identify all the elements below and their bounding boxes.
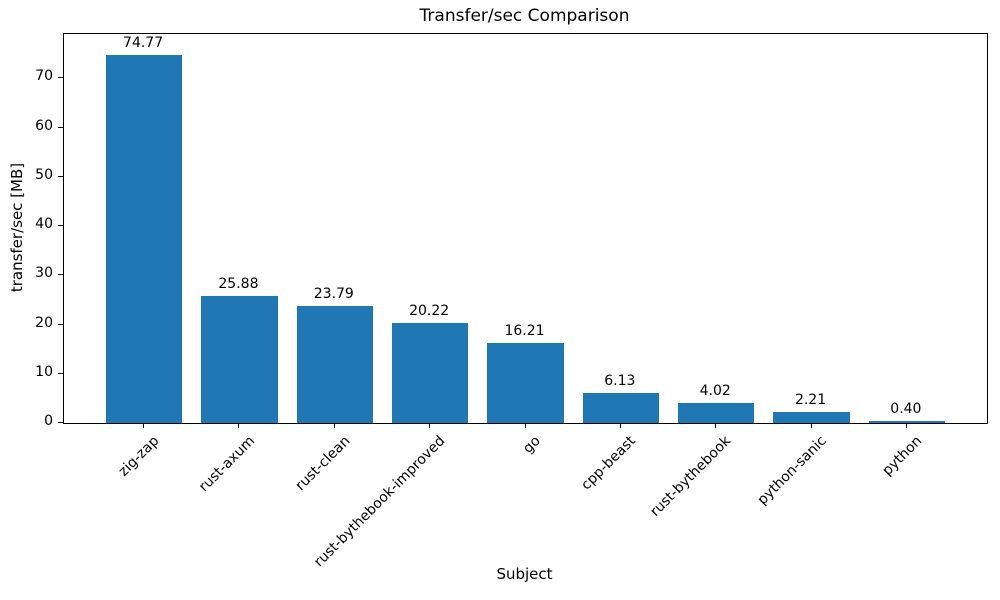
- bar: [392, 323, 469, 423]
- x-tick: [810, 423, 812, 428]
- x-tick: [429, 423, 431, 428]
- bar: [201, 296, 278, 423]
- x-tick-label: rust-clean: [292, 433, 354, 494]
- y-tick: [58, 323, 63, 325]
- y-tick-label: 30: [35, 265, 53, 282]
- bar-value-label: 0.40: [890, 401, 922, 417]
- bar-value-label: 20.22: [409, 303, 450, 319]
- x-tick-label: rust-bythebook: [647, 433, 735, 520]
- bar: [296, 306, 373, 423]
- y-tick: [58, 77, 63, 79]
- chart-title: Transfer/sec Comparison: [419, 6, 630, 26]
- bar-value-label: 4.02: [699, 383, 731, 399]
- x-tick-label: python-sanic: [754, 433, 830, 509]
- bar: [582, 393, 659, 423]
- x-tick: [143, 423, 145, 428]
- y-tick: [58, 372, 63, 374]
- y-tick-label: 40: [35, 216, 53, 233]
- y-tick-label: 0: [44, 413, 53, 429]
- bar: [868, 421, 946, 423]
- x-tick-label: zig-zap: [115, 433, 163, 480]
- bar: [105, 55, 183, 423]
- bar-value-label: 74.77: [123, 35, 164, 51]
- bar-value-label: 16.21: [504, 323, 545, 339]
- y-tick: [58, 274, 63, 276]
- bar-value-label: 25.88: [218, 276, 259, 292]
- y-tick-label: 10: [35, 363, 53, 380]
- y-tick: [58, 225, 63, 227]
- y-tick: [58, 126, 63, 128]
- y-tick-label: 60: [35, 117, 53, 134]
- bar: [678, 403, 755, 423]
- x-tick-label: cpp-beast: [578, 433, 640, 494]
- bar: [773, 412, 850, 423]
- y-tick: [58, 175, 63, 177]
- y-tick-label: 70: [35, 68, 53, 85]
- x-axis-label: Subject: [496, 565, 553, 583]
- x-tick-label: rust-axum: [195, 433, 258, 496]
- x-tick: [524, 423, 526, 428]
- x-tick: [619, 423, 621, 428]
- x-tick: [238, 423, 240, 428]
- bar: [487, 343, 564, 423]
- bar-value-label: 23.79: [313, 286, 354, 302]
- x-tick: [905, 423, 907, 428]
- bar-value-label: 2.21: [794, 392, 827, 408]
- x-tick: [333, 423, 335, 428]
- y-tick-label: 50: [35, 166, 53, 183]
- x-tick-label: go: [520, 433, 544, 457]
- x-tick: [715, 423, 717, 428]
- plot-area: [63, 33, 988, 424]
- bar-value-label: 6.13: [604, 373, 636, 389]
- y-tick: [58, 422, 63, 423]
- x-tick-label: python: [879, 433, 926, 479]
- y-tick-label: 20: [35, 314, 53, 331]
